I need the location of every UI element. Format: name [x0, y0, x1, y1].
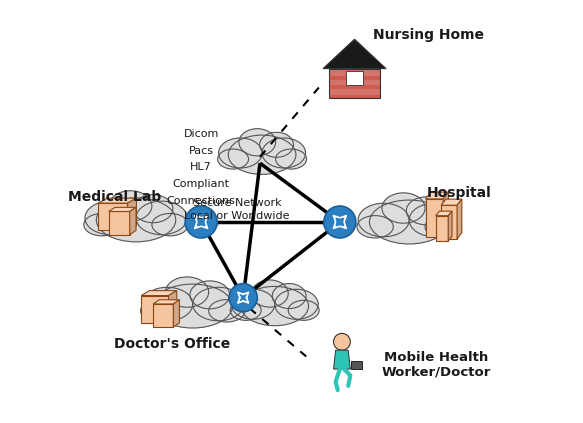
Text: Hospital: Hospital	[427, 186, 492, 200]
Ellipse shape	[228, 295, 259, 305]
Bar	[98, 203, 128, 231]
Polygon shape	[443, 192, 448, 237]
Ellipse shape	[84, 214, 120, 236]
Text: Local or Worldwide: Local or Worldwide	[184, 211, 290, 221]
Polygon shape	[333, 350, 350, 369]
Ellipse shape	[357, 216, 394, 238]
Ellipse shape	[96, 198, 175, 242]
Ellipse shape	[152, 214, 188, 236]
Text: Nursing Home: Nursing Home	[373, 28, 483, 42]
Polygon shape	[128, 198, 136, 231]
Text: Compliant: Compliant	[173, 179, 230, 189]
Circle shape	[185, 206, 217, 238]
Ellipse shape	[231, 289, 275, 319]
Ellipse shape	[109, 191, 152, 221]
Ellipse shape	[251, 280, 288, 307]
Ellipse shape	[85, 201, 136, 235]
Circle shape	[324, 206, 356, 238]
Ellipse shape	[288, 300, 319, 320]
Ellipse shape	[322, 219, 357, 230]
Ellipse shape	[239, 129, 276, 156]
Polygon shape	[426, 192, 448, 199]
Bar	[108, 212, 129, 235]
Polygon shape	[129, 207, 136, 235]
Ellipse shape	[142, 287, 193, 321]
Ellipse shape	[229, 135, 296, 174]
Ellipse shape	[166, 277, 209, 307]
Ellipse shape	[141, 299, 177, 322]
Polygon shape	[168, 291, 177, 323]
Ellipse shape	[358, 203, 409, 237]
Ellipse shape	[406, 197, 446, 225]
Text: Medical Lab: Medical Lab	[68, 190, 161, 204]
Text: HL7: HL7	[190, 162, 212, 173]
Bar	[426, 199, 443, 237]
Polygon shape	[153, 300, 180, 304]
Ellipse shape	[136, 201, 187, 235]
Polygon shape	[98, 198, 136, 203]
Ellipse shape	[272, 283, 306, 308]
Ellipse shape	[259, 132, 293, 157]
Ellipse shape	[425, 216, 461, 238]
Bar	[436, 216, 448, 241]
Ellipse shape	[219, 138, 262, 168]
Text: Pacs: Pacs	[189, 146, 213, 156]
Bar	[441, 205, 457, 239]
Bar	[329, 85, 380, 89]
Bar	[141, 296, 168, 323]
Polygon shape	[173, 300, 180, 327]
Bar	[329, 69, 380, 98]
Ellipse shape	[241, 286, 308, 326]
Ellipse shape	[190, 281, 230, 309]
Polygon shape	[323, 39, 386, 69]
Polygon shape	[448, 211, 452, 241]
Polygon shape	[108, 207, 136, 212]
Polygon shape	[436, 211, 452, 216]
Ellipse shape	[133, 195, 173, 222]
Ellipse shape	[230, 300, 261, 320]
Bar	[153, 304, 173, 327]
Ellipse shape	[382, 193, 425, 223]
Bar	[346, 71, 363, 85]
Polygon shape	[441, 199, 462, 205]
Bar	[329, 76, 380, 80]
Ellipse shape	[153, 284, 233, 328]
Bar	[329, 95, 380, 98]
Circle shape	[333, 333, 350, 350]
Text: Connections: Connections	[167, 196, 236, 206]
Text: Mobile Health
Worker/Doctor: Mobile Health Worker/Doctor	[382, 351, 491, 379]
Polygon shape	[141, 291, 177, 296]
Ellipse shape	[209, 299, 245, 322]
Ellipse shape	[217, 149, 248, 169]
Ellipse shape	[370, 200, 449, 244]
Ellipse shape	[184, 219, 219, 230]
Ellipse shape	[193, 287, 244, 321]
Ellipse shape	[409, 203, 460, 237]
Circle shape	[229, 283, 257, 312]
Polygon shape	[457, 199, 462, 239]
Bar	[351, 361, 361, 369]
Text: Dicom: Dicom	[184, 129, 219, 139]
Text: Secure Network: Secure Network	[192, 198, 281, 208]
Ellipse shape	[262, 138, 305, 168]
Ellipse shape	[275, 289, 318, 319]
Ellipse shape	[276, 149, 307, 169]
Text: Doctor's Office: Doctor's Office	[114, 337, 230, 351]
